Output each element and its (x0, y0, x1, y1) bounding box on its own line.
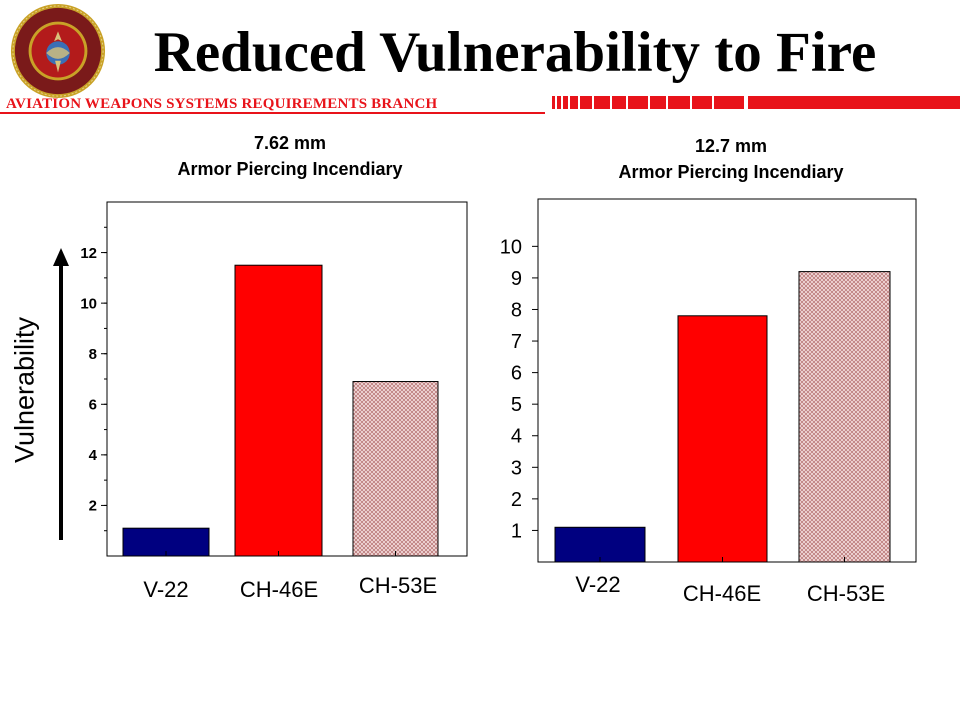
chart1-y-tick-label: 4 (89, 447, 98, 464)
chart2-y-tick-label: 1 (511, 520, 522, 542)
chart1-y-tick-label: 10 (80, 295, 97, 312)
chart1-bar-ch-53e (352, 381, 439, 557)
chart1-y-tick-label: 6 (89, 397, 97, 414)
vulnerability-arrow-icon (53, 248, 69, 540)
chart2-y-tick-label: 6 (511, 363, 522, 385)
chart2-category-label: CH-46E (683, 581, 761, 606)
chart1-y-tick-label: 2 (89, 498, 97, 515)
chart1-title-line1: 7.62 mm (253, 133, 327, 153)
branch-name: AVIATION WEAPONS SYSTEMS REQUIREMENTS BR… (6, 96, 438, 112)
chart2-category-label: V-22 (575, 572, 620, 597)
chart1-category-label: CH-46E (240, 577, 318, 602)
chart1-title-line2: Armor Piercing Incendiary (177, 159, 403, 179)
chart1-bar-ch-46e (234, 264, 323, 557)
chart1-category-label: V-22 (143, 577, 188, 602)
chart2-title: 12.7 mm Armor Piercing Incendiary (548, 133, 914, 185)
chart2-y-tick-label: 5 (511, 394, 522, 416)
chart1-title: 7.62 mm Armor Piercing Incendiary (110, 130, 470, 182)
chart2-y-tick-label: 10 (500, 236, 522, 258)
chart2-bar-ch-46e (677, 315, 768, 563)
chart1-category-label: CH-53E (359, 573, 437, 598)
chart2-category-label: CH-53E (807, 581, 885, 606)
chart2-title-line2: Armor Piercing Incendiary (618, 162, 844, 182)
chart2-bar-v-22 (554, 526, 646, 563)
chart1-y-tick-label: 8 (89, 346, 97, 363)
chart2-y-tick-label: 7 (511, 331, 522, 353)
chart2-y-tick-label: 3 (511, 457, 522, 479)
branch-underline (0, 112, 545, 114)
chart2-y-tick-label: 2 (511, 489, 522, 511)
chart1-y-tick-label: 12 (80, 245, 97, 262)
chart2-title-line1: 12.7 mm (694, 136, 768, 156)
chart2-y-tick-label: 8 (511, 299, 522, 321)
decorative-stripe-strip (548, 96, 960, 110)
chart2-y-tick-label: 4 (511, 426, 522, 448)
chart2-y-tick-label: 9 (511, 268, 522, 290)
page-title: Reduced Vulnerability to Fire (153, 21, 877, 84)
chart2-bar-ch-53e (798, 271, 891, 563)
marine-corps-seal-logo (10, 3, 106, 99)
